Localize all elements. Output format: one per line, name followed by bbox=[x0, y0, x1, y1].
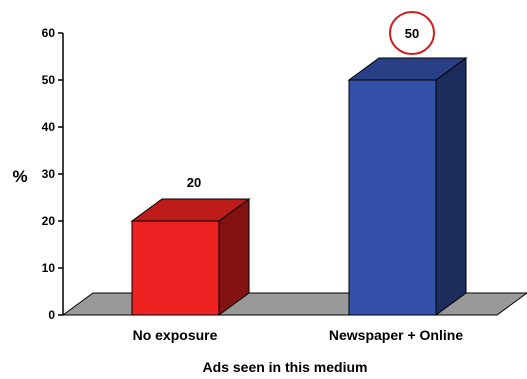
x-axis-title: Ads seen in this medium bbox=[203, 359, 368, 375]
bars-group bbox=[130, 57, 468, 316]
data-label-no-exposure: 20 bbox=[187, 175, 201, 190]
y-tick-label: 50 bbox=[42, 73, 56, 87]
data-label-newspaper-online: 50 bbox=[405, 26, 419, 41]
y-tick-label: 0 bbox=[48, 308, 55, 322]
bar-newspaper-online-side bbox=[435, 57, 467, 316]
highlight-circle bbox=[389, 11, 435, 55]
y-tick-label: 40 bbox=[42, 120, 56, 134]
bar-newspaper-online-front bbox=[348, 79, 437, 316]
category-label-newspaper-online: Newspaper + Online bbox=[329, 327, 463, 343]
y-axis-title: % bbox=[12, 167, 27, 186]
y-axis-ticks: 0 10 20 30 40 50 60 bbox=[42, 26, 63, 322]
category-label-no-exposure: No exposure bbox=[133, 327, 218, 343]
y-tick-label: 60 bbox=[42, 26, 56, 40]
bar-no-exposure bbox=[130, 198, 251, 316]
y-tick-label: 20 bbox=[42, 214, 56, 228]
bar-newspaper-online bbox=[347, 57, 468, 316]
y-tick-label: 30 bbox=[42, 167, 56, 181]
y-tick-label: 10 bbox=[42, 261, 56, 275]
bar-no-exposure-front bbox=[131, 220, 220, 316]
